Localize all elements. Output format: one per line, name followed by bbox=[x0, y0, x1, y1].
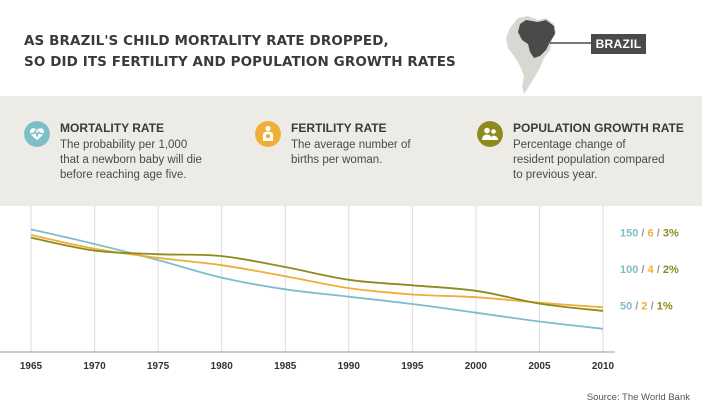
x-tick-1995: 1995 bbox=[401, 361, 424, 372]
right-tick-row-2: 100 / 4 / 2% bbox=[620, 264, 679, 276]
tick-separator: / bbox=[654, 227, 663, 239]
legend-desc-fertility: The average number of births per woman. bbox=[291, 139, 411, 166]
right-tick-population-growth-2%: 2% bbox=[663, 264, 679, 276]
tick-separator: / bbox=[638, 264, 647, 276]
heartbeat-icon bbox=[24, 121, 50, 147]
right-tick-row-3: 50 / 2 / 1% bbox=[620, 300, 673, 312]
legend-title-mortality: MORTALITY RATE bbox=[60, 121, 164, 135]
country-label: BRAZIL bbox=[591, 34, 646, 54]
x-axis-ticks: 1965 1970 1975 1980 1985 1990 1995 2000 2005 2010 bbox=[20, 361, 615, 372]
title-line-1: AS BRAZIL'S CHILD MORTALITY RATE DROPPED… bbox=[24, 33, 389, 49]
x-tick-1980: 1980 bbox=[211, 361, 234, 372]
x-tick-1975: 1975 bbox=[147, 361, 170, 372]
series-lines bbox=[30, 228, 604, 330]
x-tick-1990: 1990 bbox=[338, 361, 361, 372]
right-tick-fertility-2: 2 bbox=[641, 300, 647, 312]
tick-separator: / bbox=[632, 300, 641, 312]
tick-separator: / bbox=[654, 264, 663, 276]
legend-title-population-growth: POPULATION GROWTH RATE bbox=[513, 121, 684, 135]
legend-desc-mortality: The probability per 1,000 that a newborn… bbox=[60, 139, 202, 181]
title-line-2: SO DID ITS FERTILITY AND POPULATION GROW… bbox=[24, 54, 456, 70]
legend-desc-population-growth: Percentage change of resident population… bbox=[513, 139, 665, 181]
series-line-mortality-rate bbox=[30, 228, 604, 330]
tick-separator: / bbox=[648, 300, 657, 312]
right-tick-population-growth-3%: 3% bbox=[663, 227, 679, 239]
legend-band bbox=[0, 96, 702, 206]
x-tick-2005: 2005 bbox=[528, 361, 551, 372]
people-icon bbox=[477, 121, 503, 147]
right-tick-row-1: 150 / 6 / 3% bbox=[620, 227, 679, 239]
x-tick-1985: 1985 bbox=[274, 361, 297, 372]
line-chart: 1965 1970 1975 1980 1985 1990 1995 2000 2005 2010… bbox=[0, 206, 679, 372]
right-tick-fertility-6: 6 bbox=[648, 227, 654, 239]
right-tick-population-growth-1%: 1% bbox=[657, 300, 673, 312]
series-line-population-growth-rate bbox=[30, 236, 604, 312]
source-note: Source: The World Bank bbox=[586, 392, 690, 403]
series-line-fertility-rate bbox=[30, 234, 604, 309]
right-tick-fertility-4: 4 bbox=[648, 264, 655, 276]
x-tick-2000: 2000 bbox=[465, 361, 488, 372]
south-america-map-icon bbox=[506, 16, 591, 94]
chart-title: AS BRAZIL'S CHILD MORTALITY RATE DROPPED… bbox=[24, 31, 456, 73]
right-tick-mortality-100: 100 bbox=[620, 264, 638, 276]
x-tick-1965: 1965 bbox=[20, 361, 43, 372]
right-tick-mortality-150: 150 bbox=[620, 227, 638, 239]
tick-separator: / bbox=[638, 227, 647, 239]
right-axis-ticks: 150 / 6 / 3% 100 / 4 / 2% 50 / 2 / 1% bbox=[620, 227, 679, 312]
right-tick-mortality-50: 50 bbox=[620, 300, 632, 312]
x-tick-1970: 1970 bbox=[83, 361, 106, 372]
x-tick-2010: 2010 bbox=[592, 361, 615, 372]
vertical-gridlines bbox=[30, 206, 604, 352]
legend-title-fertility: FERTILITY RATE bbox=[291, 121, 387, 135]
mother-child-icon bbox=[255, 121, 281, 147]
